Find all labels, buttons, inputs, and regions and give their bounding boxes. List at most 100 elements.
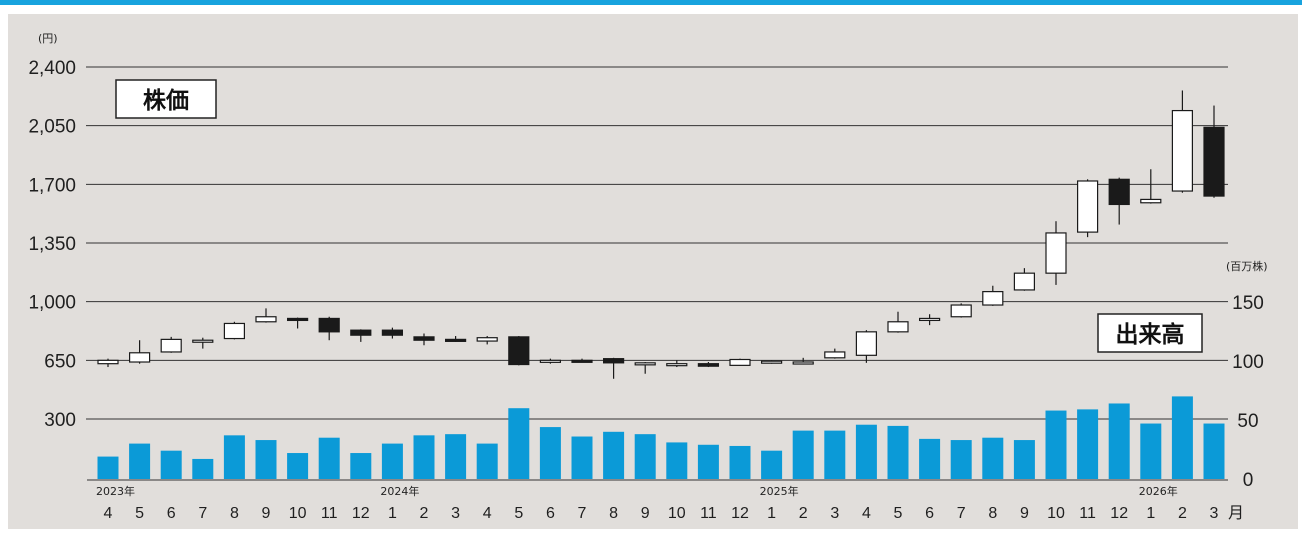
volume-bars bbox=[97, 396, 1225, 479]
candle-body bbox=[129, 352, 151, 363]
volume-bar bbox=[539, 427, 561, 479]
month-label: 4 bbox=[104, 505, 113, 522]
candle-body bbox=[887, 321, 909, 333]
volume-bar bbox=[1108, 403, 1130, 479]
year-label: 2026年 bbox=[1139, 484, 1178, 498]
candle-body bbox=[602, 358, 625, 364]
candle-body bbox=[634, 362, 656, 366]
volume-tick-label: 0 bbox=[1243, 470, 1254, 491]
candle bbox=[1140, 169, 1162, 204]
month-label: 3 bbox=[1210, 505, 1219, 522]
volume-bar bbox=[287, 453, 309, 479]
volume-bar bbox=[129, 443, 151, 479]
candle bbox=[192, 337, 214, 349]
candle-body bbox=[1171, 109, 1194, 192]
month-label: 9 bbox=[1020, 505, 1029, 522]
volume-bar bbox=[982, 437, 1004, 479]
volume-bar bbox=[666, 442, 688, 479]
price-tick-label: 2,050 bbox=[28, 117, 76, 138]
month-label: 1 bbox=[767, 505, 776, 522]
volume-bar bbox=[792, 430, 814, 479]
candle-body bbox=[255, 316, 277, 323]
price-tick-label: 1,350 bbox=[28, 234, 76, 255]
month-label: 7 bbox=[957, 505, 966, 522]
month-label: 3 bbox=[451, 505, 460, 522]
candle-body bbox=[697, 363, 720, 367]
candle bbox=[381, 327, 403, 339]
month-label: 5 bbox=[894, 505, 903, 522]
candle-body bbox=[508, 336, 530, 366]
month-label: 6 bbox=[546, 505, 555, 522]
candle bbox=[697, 362, 720, 368]
volume-bar bbox=[476, 443, 498, 479]
candle bbox=[97, 358, 119, 368]
candle bbox=[445, 336, 467, 342]
price-label-box bbox=[115, 79, 217, 119]
volume-tick-label: 100 bbox=[1232, 352, 1264, 373]
candle-body bbox=[287, 317, 309, 322]
volume-bar bbox=[729, 445, 751, 479]
month-label: 10 bbox=[289, 505, 307, 522]
candle-body bbox=[824, 351, 846, 359]
volume-bar bbox=[919, 438, 941, 479]
volume-bar bbox=[1140, 423, 1162, 479]
price-panel-label: 株価 bbox=[143, 88, 189, 114]
candle-body bbox=[381, 329, 403, 336]
volume-bar bbox=[634, 434, 656, 479]
volume-bar bbox=[697, 444, 719, 479]
candle-body bbox=[760, 360, 783, 364]
volume-label-box bbox=[1097, 313, 1203, 353]
gridlines bbox=[86, 66, 1228, 481]
volume-bar bbox=[855, 424, 877, 479]
volume-bar bbox=[1171, 396, 1193, 479]
price-tick-label: 650 bbox=[44, 351, 76, 372]
volume-bar bbox=[1203, 423, 1225, 479]
candle bbox=[255, 308, 277, 323]
candle bbox=[508, 336, 530, 366]
candle bbox=[160, 336, 182, 353]
month-label: 2 bbox=[420, 505, 429, 522]
month-label: 11 bbox=[321, 505, 338, 522]
volume-bar bbox=[603, 431, 625, 479]
month-label: 9 bbox=[262, 505, 271, 522]
volume-bar bbox=[1077, 409, 1099, 479]
candle bbox=[571, 358, 593, 363]
month-label: 10 bbox=[1047, 505, 1065, 522]
candle-body bbox=[1045, 232, 1067, 274]
candle bbox=[1203, 105, 1225, 198]
price-tick-label: 300 bbox=[44, 410, 76, 431]
month-label: 8 bbox=[609, 505, 618, 522]
volume-bar bbox=[223, 435, 245, 479]
month-label: 5 bbox=[514, 505, 523, 522]
month-label: 10 bbox=[668, 505, 686, 522]
volume-panel-label: 出来高 bbox=[1116, 321, 1185, 348]
month-label: 1 bbox=[388, 505, 397, 522]
volume-bar bbox=[192, 458, 214, 479]
month-label: 12 bbox=[1110, 505, 1128, 522]
month-label: 6 bbox=[167, 505, 176, 522]
candle-body bbox=[1076, 180, 1099, 233]
candle-body bbox=[476, 337, 498, 342]
volume-bar bbox=[160, 450, 182, 479]
candle bbox=[318, 316, 340, 341]
volume-bar bbox=[824, 430, 846, 479]
month-label: 11 bbox=[1079, 505, 1096, 522]
volume-bar bbox=[97, 456, 119, 479]
candle bbox=[129, 340, 151, 364]
candle-body bbox=[1140, 198, 1162, 204]
month-axis: 4 5 6 7 8 9 10 11 12 1 2 3 4 5 6 7 8 9 10 11 12 1 2 3 4 5 6 7 8 9 10 11… bbox=[96, 484, 1244, 522]
candle-body bbox=[223, 322, 245, 340]
candle-body bbox=[571, 359, 593, 363]
month-label: 5 bbox=[135, 505, 144, 522]
month-suffix: 月 bbox=[1228, 505, 1244, 522]
month-label: 11 bbox=[700, 505, 717, 522]
candle-body bbox=[318, 317, 340, 333]
volume-axis: 150 100 50 0 bbox=[1232, 293, 1264, 491]
year-label: 2025年 bbox=[760, 484, 799, 498]
price-tick-label: 1,000 bbox=[28, 293, 76, 314]
candle-body bbox=[729, 358, 751, 366]
month-label: 8 bbox=[230, 505, 239, 522]
volume-unit-label: (百万株) bbox=[1226, 259, 1268, 273]
